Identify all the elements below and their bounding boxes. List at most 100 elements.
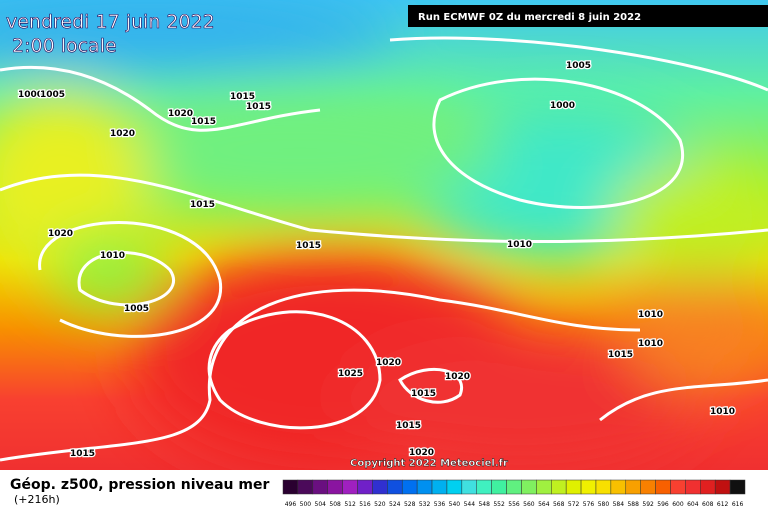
isobar-label: 1020 [48, 229, 73, 239]
isobar-label: 1015 [246, 102, 271, 112]
run-box [408, 5, 768, 27]
isobar-label: 1015 [296, 241, 321, 251]
isobar-label: 1010 [638, 310, 663, 320]
colorbar-label: 600 [672, 501, 684, 508]
colorbar-label: 504 [315, 501, 327, 508]
colorbar-cell [700, 479, 716, 495]
colorbar-label: 560 [523, 501, 535, 508]
time: 2:00 locale [12, 35, 117, 57]
colorbar-cell [416, 479, 433, 495]
colorbar-cell [387, 479, 403, 495]
colorbar-cell [595, 479, 612, 495]
colorbar-cell [714, 479, 731, 495]
isobar-label: 1020 [445, 372, 470, 382]
colorbar-label: 592 [642, 501, 654, 508]
isobar-label: 1010 [100, 251, 125, 261]
colorbar-label: 528 [404, 501, 416, 508]
colorbar-label: 588 [627, 501, 639, 508]
isobar-label: 1015 [608, 350, 633, 360]
isobar-label: 1020 [376, 358, 401, 368]
colorbar-label: 556 [508, 501, 520, 508]
copyright: Copyright 2022 Meteociel.fr [350, 458, 508, 469]
colorbar-label: 596 [657, 501, 669, 508]
colorbar-cell [297, 479, 314, 495]
date: vendredi 17 juin 2022 [6, 11, 215, 33]
isobar-label: 1015 [70, 449, 95, 459]
isobar-label: 1010 [710, 407, 735, 417]
colorbar-cell [625, 479, 641, 495]
colorbar-label: 608 [702, 501, 714, 508]
isobar-label: 1020 [409, 448, 434, 458]
isobar-label: 1020 [168, 109, 193, 119]
colorbar-cell [357, 479, 373, 495]
isobar-label: 1015 [191, 117, 216, 127]
colorbar-label: 540 [449, 501, 461, 508]
colorbar-label: 604 [687, 501, 699, 508]
colorbar-label: 544 [464, 501, 476, 508]
isobar-lines [0, 36, 768, 462]
colorbar-label: 552 [493, 501, 505, 508]
colorbar-cell [342, 479, 358, 495]
colorbar-cell [282, 479, 299, 495]
colorbar-label: 500 [300, 501, 312, 508]
isobar-label: 1005 [40, 90, 65, 100]
isobar-label: 1010 [638, 339, 663, 349]
colorbar-cell [551, 479, 567, 495]
isobar-label: 1005 [124, 304, 149, 314]
colorbar-cell [729, 479, 746, 495]
colorbar-cell [536, 479, 552, 495]
colorbar-label: 580 [598, 501, 610, 508]
colorbar-label: 536 [434, 501, 446, 508]
isobar-label: 1025 [338, 369, 363, 379]
colorbar-cell [640, 479, 656, 495]
colorbar-label: 520 [374, 501, 386, 508]
colorbar-cell [521, 479, 537, 495]
isobar-label: 1000 [550, 101, 575, 111]
colorbar-cell [491, 479, 507, 495]
colorbar-label: 576 [583, 501, 595, 508]
colorbar-cell [565, 479, 582, 495]
isobar-label: 1015 [411, 389, 436, 399]
run: Run ECMWF 0Z du mercredi 8 juin 2022 [418, 12, 641, 23]
colorbar-cell [327, 479, 343, 495]
colorbar-cell [506, 479, 522, 495]
colorbar-label: 508 [329, 501, 341, 508]
isobar-label: 1015 [396, 421, 421, 431]
colorbar-label: 564 [538, 501, 550, 508]
colorbar-label: 568 [553, 501, 565, 508]
colorbar-label: 496 [285, 501, 297, 508]
isobar-label: 1015 [190, 200, 215, 210]
colorbar-label: 524 [389, 501, 401, 508]
colorbar-cell [401, 479, 418, 495]
footer-lead: (+216h) [14, 493, 60, 506]
colorbar-label: 532 [419, 501, 431, 508]
colorbar-cell [685, 479, 701, 495]
isobar-label: 1020 [110, 129, 135, 139]
isobar-label: 1005 [566, 61, 591, 71]
colorbar-cell [670, 479, 686, 495]
isobar-label: 1015 [230, 92, 255, 102]
colorbar-label: 548 [478, 501, 490, 508]
isobar-label: 1000 [18, 90, 43, 100]
colorbar-label: 516 [359, 501, 371, 508]
footer-title: Géop. z500, pression niveau mer [10, 477, 269, 493]
colorbar-cell [655, 479, 671, 495]
colorbar-cell [312, 479, 328, 495]
colorbar-label: 512 [344, 501, 356, 508]
field [0, 0, 768, 470]
colorbar-cell [610, 479, 627, 495]
colorbar-cell [476, 479, 492, 495]
colorbar: 496 500 504 508 512 516 520 524 528 532 536 540 544 5… [282, 479, 746, 508]
colorbar-cell [580, 479, 597, 495]
colorbar-cell [446, 479, 463, 495]
isobar-labels: 1000 1005 1015 1015 1020 1015 1020 1005 … [17, 60, 737, 461]
colorbar-label: 572 [568, 501, 580, 508]
isobar-label: 1010 [507, 240, 532, 250]
colorbar-label: 616 [732, 501, 744, 508]
colorbar-cell [461, 479, 477, 495]
colorbar-label: 584 [613, 501, 625, 508]
colorbar-label: 612 [717, 501, 729, 508]
colorbar-cell [431, 479, 448, 495]
